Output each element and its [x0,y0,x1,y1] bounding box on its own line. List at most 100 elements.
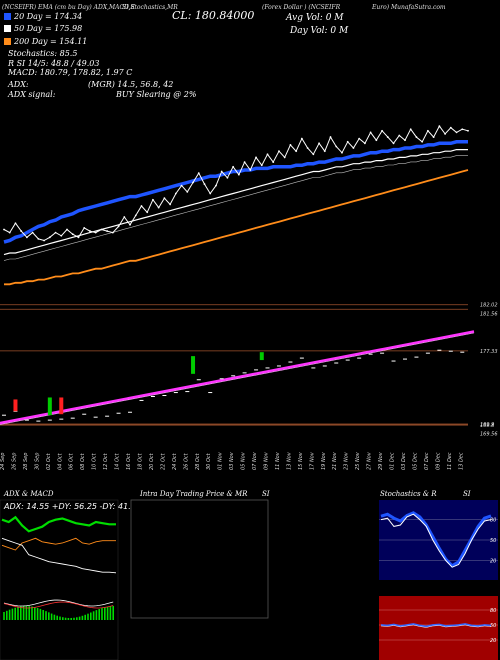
date-tick-label: 16 Oct [126,452,132,470]
close-point [392,142,395,145]
close-point [461,128,464,131]
legend-rsi: R SI 14/5: 48.8 / 49.03 [8,59,100,68]
macd-signal-line [3,601,114,609]
rsi-tick-label: 50 [490,623,496,629]
macd-line [3,599,114,607]
close-point [444,133,446,135]
date-tick-label: 13 Nov [286,451,292,470]
close-point [37,238,40,240]
close-point [66,228,68,231]
rsi-panel-bg [379,596,498,660]
close-point [43,239,45,242]
close-point [352,147,355,149]
rsi-series [380,623,492,628]
close-point [409,128,412,131]
close-point [140,205,143,207]
close-point [117,225,120,228]
adx-series-dy [1,537,116,551]
close-point [289,144,292,146]
close-point [306,147,309,149]
date-tick-label: 01 Dec [390,452,396,470]
close-point [192,181,194,184]
close-point [421,140,424,143]
stoch-tick-label: 50 [490,538,496,544]
close-point [381,129,383,132]
header-title-3: (Forex Dollar ) (NCSEIFR [262,4,341,11]
close-point [94,231,97,234]
date-tick-label: 09 Nov [264,451,270,470]
header-title-2: SI,Stochastics,MR [122,4,178,11]
date-tick-label: 30 Oct [206,452,212,470]
adx-panel-label: ADX: 14.55 +DY: 56.25 -DY: 41.96 [3,502,141,511]
date-tick-label: 03 Dec [401,452,407,470]
close-point [215,184,217,187]
close-point [329,136,332,138]
legend-ema200-label: 200 Day = 154.11 [14,37,88,46]
close-point [323,150,326,153]
date-tick-label: 04 Oct [57,452,63,470]
date-tick-label: 11 Nov [275,451,281,470]
avg-vol-label: Avg Vol: 0 M [286,13,344,23]
date-tick-label: 03 Nov [229,451,235,470]
adx-macd-title: ADX & MACD [4,490,54,498]
date-tick-label: 20 Oct [149,452,155,470]
close-point [260,164,263,167]
date-tick-label: 25 Nov [355,451,361,470]
date-tick-label: 19 Nov [321,451,327,470]
price-bar [59,397,64,415]
price-tick-label: 169.8 [480,423,494,429]
price-tick-label: 169.9 [480,422,494,428]
close-point [427,129,429,132]
date-tick-label: 09 Dec [435,452,441,470]
close-point [398,134,401,137]
close-point [237,173,240,176]
close-point [3,228,5,231]
series-50-day-shadow [3,155,468,261]
close-point [123,216,126,218]
close-point [386,136,389,138]
ema50-swatch [4,25,11,32]
legend-adx-detail: (MGR) 14.5, 56.8, 42 [88,80,174,89]
date-tick-label: 24 Oct [172,452,178,470]
close-point [369,131,372,134]
close-point [375,139,378,142]
close-point [48,236,51,239]
date-tick-label: 17 Nov [309,451,315,470]
close-point [283,156,286,159]
close-point [415,136,418,138]
close-point [220,170,223,173]
close-point [295,150,298,153]
date-tick-label: 10 Oct [92,452,98,470]
date-tick-label: 06 Oct [69,452,75,470]
close-point [404,139,406,142]
date-tick-label: 02 Oct [46,452,52,470]
close-point [106,230,109,232]
intraday-title-right: SI [262,490,270,498]
close-point [129,223,131,226]
close-label: CL: 180.84000 [172,9,255,22]
adx-panel-frame [0,499,119,660]
close-point [278,150,280,153]
price-bar [47,397,52,416]
date-tick-label: 15 Nov [298,451,304,470]
close-point [60,234,63,237]
rsi-tick-label: 80 [490,608,496,614]
date-tick-label: 23 Nov [344,451,350,470]
header-title-4: Euro) MunafaSutra.com [372,4,446,11]
stoch-title-right: SI [463,490,471,498]
price-tick-label: 182.02 [480,303,498,309]
date-tick-label: 07 Dec [424,452,430,470]
close-point [449,126,452,129]
close-point [266,153,269,156]
close-point [226,176,229,179]
date-tick-label: 28 Oct [195,452,201,470]
stoch-tick-label: 80 [490,518,496,524]
price-bar [13,399,18,412]
close-point [249,169,252,171]
close-point [83,227,86,229]
date-tick-label: 27 Nov [367,451,373,470]
date-tick-label: 22 Oct [160,452,166,470]
rsi-series-white [380,624,492,628]
ema200-swatch [4,38,11,45]
